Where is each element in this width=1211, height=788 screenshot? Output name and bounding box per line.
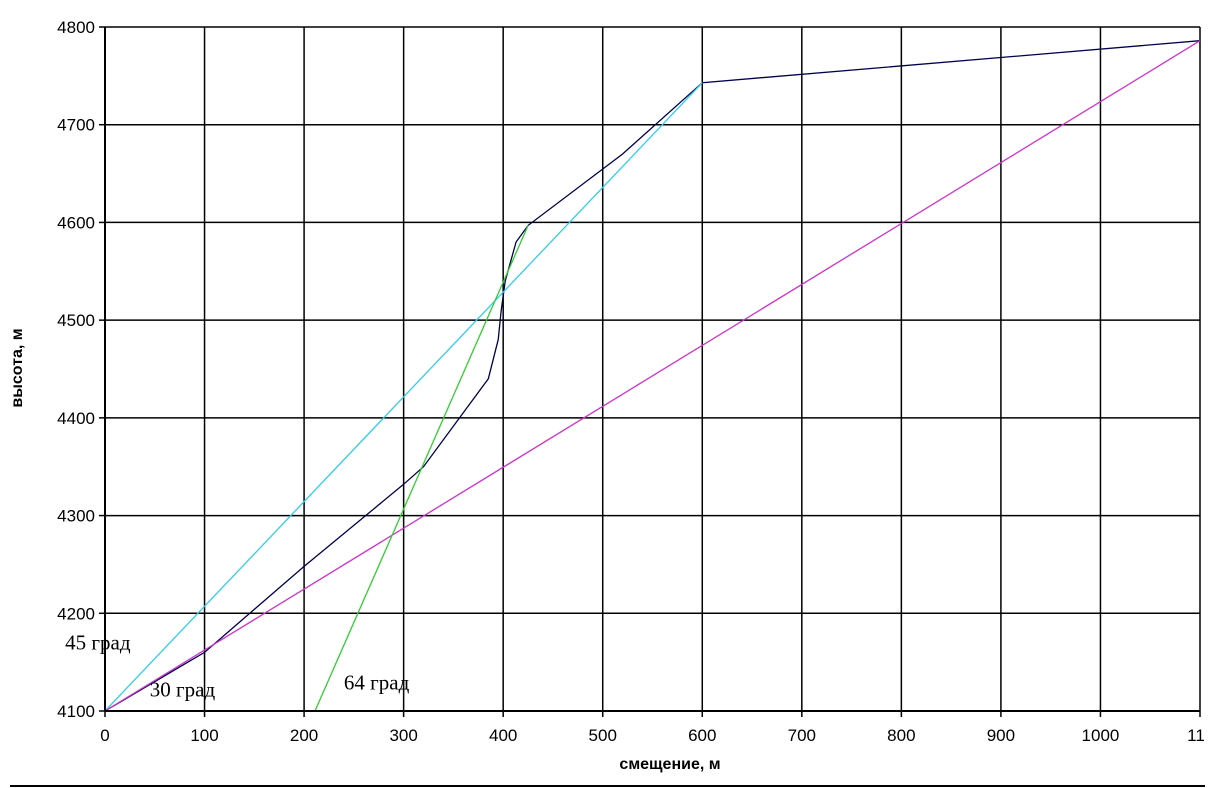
x-tick-label: 200 bbox=[290, 726, 318, 745]
axes bbox=[99, 26, 1201, 717]
y-axis-title: высота, м bbox=[9, 328, 26, 407]
angle-annotation: 45 град bbox=[65, 630, 131, 654]
y-tick-label: 4400 bbox=[57, 409, 95, 428]
series-line-3 bbox=[104, 40, 1201, 712]
x-tick-label: 0 bbox=[100, 726, 109, 745]
angle-annotation: 64 град bbox=[344, 671, 410, 695]
x-tick-label: 900 bbox=[987, 726, 1015, 745]
y-tick-label: 4700 bbox=[57, 116, 95, 135]
annotations: 45 град 30 град 64 град bbox=[65, 630, 409, 701]
x-tick-label: 500 bbox=[589, 726, 617, 745]
series-lines bbox=[104, 40, 1201, 712]
x-tick-label: 100 bbox=[190, 726, 218, 745]
y-tick-label: 4800 bbox=[57, 18, 95, 37]
x-tick-label: 700 bbox=[788, 726, 816, 745]
x-tick-label: 400 bbox=[489, 726, 517, 745]
y-tick-label: 4600 bbox=[57, 213, 95, 232]
angle-annotation: 30 град bbox=[150, 677, 216, 701]
series-line-2 bbox=[104, 82, 703, 712]
x-axis-title: смещение, м bbox=[619, 756, 720, 773]
grid bbox=[104, 26, 1201, 712]
y-tick-label: 4500 bbox=[57, 311, 95, 330]
y-tick-label: 4200 bbox=[57, 604, 95, 623]
x-tick-label: 11 bbox=[1187, 726, 1205, 745]
x-tick-label: 300 bbox=[389, 726, 417, 745]
y-tick-label: 4300 bbox=[57, 507, 95, 526]
y-tick-label: 4100 bbox=[57, 702, 95, 721]
x-tick-label: 800 bbox=[887, 726, 915, 745]
series-line-1 bbox=[104, 40, 1201, 712]
tick-labels: 4100 4200 4300 4400 4500 4600 4700 4800 0 100 200 3… bbox=[57, 18, 1205, 745]
x-tick-label: 1000 bbox=[1082, 726, 1120, 745]
x-tick-label: 600 bbox=[688, 726, 716, 745]
series-line-4 bbox=[314, 225, 529, 712]
